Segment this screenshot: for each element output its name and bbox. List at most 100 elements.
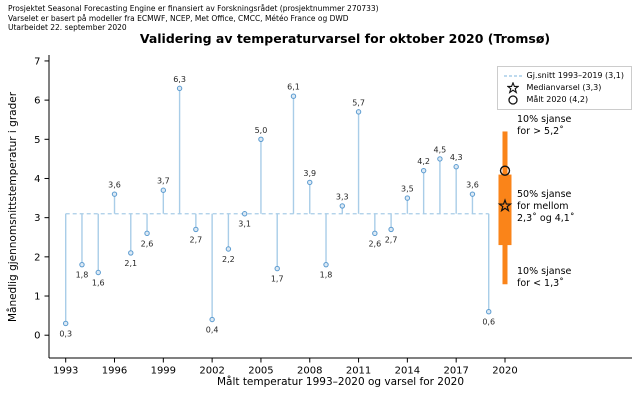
value-label: 3,9	[303, 169, 316, 178]
svg-text:2017: 2017	[443, 366, 468, 377]
attribution-header: Prosjektet Seasonal Forecasting Engine e…	[8, 4, 379, 33]
median-forecast-star	[497, 198, 513, 213]
value-label: 4,5	[434, 145, 447, 154]
value-label: 1,7	[271, 275, 284, 284]
annotation-upper-decile: 10% sjanse for > 5,2˚	[517, 114, 571, 138]
data-marker	[79, 261, 85, 268]
legend-item-median: Medianvarsel (3,3)	[504, 82, 624, 94]
data-marker	[274, 265, 280, 272]
value-label: 2,2	[222, 255, 235, 264]
data-marker	[258, 136, 264, 143]
svg-text:0: 0	[34, 331, 40, 342]
svg-text:3: 3	[34, 213, 40, 224]
data-marker	[176, 85, 183, 92]
value-label: 1,8	[76, 271, 89, 280]
value-label: 3,6	[108, 181, 121, 190]
annotation-text: 50% sjanse	[517, 189, 572, 200]
data-marker	[160, 187, 167, 193]
svg-text:2008: 2008	[297, 366, 322, 377]
legend-item-measured: Målt 2020 (4,2)	[504, 94, 624, 106]
svg-text:1999: 1999	[151, 366, 176, 377]
data-marker	[193, 226, 199, 233]
annotation-text: for mellom	[517, 201, 569, 213]
value-label: 2,7	[385, 235, 398, 244]
data-marker	[225, 246, 232, 252]
value-label: 5,7	[352, 98, 365, 107]
svg-text:2002: 2002	[199, 366, 224, 377]
legend: Gj.snitt 1993–2019 (3,1) Medianvarsel (3…	[496, 66, 632, 110]
svg-text:2005: 2005	[248, 366, 273, 377]
data-marker	[486, 308, 492, 315]
annotation-text: for > 5,2˚	[517, 126, 564, 138]
value-label: 2,6	[141, 239, 154, 248]
data-marker	[307, 179, 313, 186]
value-label: 1,8	[320, 271, 333, 280]
annotation-text: 10% sjanse	[517, 114, 572, 125]
svg-text:1996: 1996	[102, 366, 127, 377]
annotation-text: 2,3˚ og 4,1˚	[517, 213, 575, 225]
value-label: 3,7	[157, 177, 170, 186]
data-marker	[95, 269, 101, 276]
annotation-interquartile: 50% sjanse for mellom 2,3˚ og 4,1˚	[517, 189, 575, 226]
svg-text:7: 7	[34, 56, 40, 67]
annotation-lower-decile: 10% sjanse for < 1,3˚	[517, 266, 571, 290]
value-label: 2,7	[189, 235, 202, 244]
legend-label-mean: Gj.snitt 1993–2019 (3,1)	[526, 71, 624, 80]
data-marker	[339, 203, 345, 209]
data-marker	[469, 191, 476, 197]
value-label: 3,5	[401, 185, 414, 194]
data-marker	[290, 93, 297, 99]
legend-label-median: Medianvarsel (3,3)	[526, 83, 602, 92]
svg-text:2020: 2020	[492, 366, 517, 377]
value-label: 6,1	[287, 83, 300, 92]
value-label: 3,1	[238, 220, 251, 229]
data-marker	[372, 230, 378, 237]
data-marker	[420, 167, 427, 174]
value-label: 0,6	[482, 318, 495, 327]
data-marker	[323, 261, 329, 268]
star-icon	[504, 82, 522, 94]
legend-item-mean: Gj.snitt 1993–2019 (3,1)	[503, 70, 624, 82]
data-marker	[453, 164, 459, 170]
svg-text:2011: 2011	[346, 366, 371, 377]
svg-text:6: 6	[34, 96, 40, 107]
data-marker	[209, 316, 215, 323]
data-marker	[144, 230, 150, 237]
data-marker	[404, 195, 411, 201]
value-label: 1,6	[92, 279, 105, 288]
data-marker	[355, 109, 362, 115]
data-marker	[241, 211, 248, 217]
circle-icon	[504, 94, 522, 106]
value-label: 3,6	[466, 181, 479, 190]
header-line-models: Varselet er basert på modeller fra ECMWF…	[8, 13, 349, 23]
forecast-50pct-bar	[498, 174, 512, 246]
header-line-funding: Prosjektet Seasonal Forecasting Engine e…	[8, 4, 379, 13]
data-marker	[437, 156, 443, 162]
data-marker	[62, 320, 69, 327]
data-marker	[388, 226, 394, 233]
chart-title: Validering av temperaturvarsel for oktob…	[139, 31, 551, 46]
svg-text:4: 4	[34, 174, 40, 185]
annotation-text: 10% sjanse	[517, 266, 572, 277]
legend-label-measured: Målt 2020 (4,2)	[526, 95, 589, 104]
y-axis-label: Månedlig gjennomsnittstemperatur i grade…	[7, 91, 19, 323]
value-label: 3,3	[336, 192, 349, 201]
x-axis-label: Målt temperatur 1993–2020 og varsel for …	[216, 376, 465, 388]
svg-text:2014: 2014	[395, 366, 420, 377]
value-label: 0,4	[206, 326, 219, 335]
measured-2020-marker	[499, 165, 511, 176]
annotation-text: for < 1,3˚	[517, 278, 564, 290]
value-label: 2,1	[124, 259, 137, 268]
value-label: 0,3	[59, 329, 72, 338]
data-marker	[128, 250, 134, 256]
header-line-date: Utarbeidet 22. september 2020	[8, 23, 127, 33]
value-label: 4,2	[417, 157, 430, 166]
data-marker	[111, 191, 118, 197]
svg-text:1: 1	[34, 292, 40, 303]
value-label: 6,3	[173, 75, 186, 84]
dashed-line-icon	[503, 73, 522, 79]
value-label: 4,3	[450, 153, 463, 162]
value-label: 2,6	[368, 239, 381, 248]
